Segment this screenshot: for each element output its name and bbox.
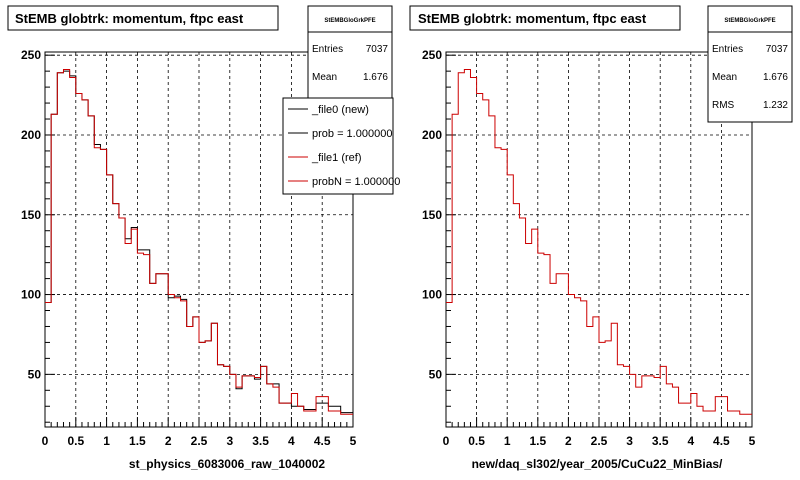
stats-label: Entries [312, 44, 343, 55]
histogram-series-line [446, 69, 752, 415]
axes [445, 54, 753, 427]
legend: _file0 (new) prob = 1.000000 _file1 (ref… [282, 97, 400, 195]
legend-label: probN = 1.000000 [312, 176, 400, 188]
x-tick-label: 3 [226, 434, 233, 448]
stats-box: StEMBGloGrkPFE Entries 7037 Mean 1.676 R… [707, 5, 793, 123]
chart-panel-left: StEMB globtrk: momentum, ftpc east 50 10… [7, 5, 400, 471]
y-tick-labels: 50 100 150 200 250 [422, 48, 442, 381]
series-group [446, 69, 752, 415]
x-tick-label: 4 [288, 434, 295, 448]
stats-value: 1.232 [763, 100, 788, 111]
x-tick-label: 5 [350, 434, 357, 448]
x-tick-label: 1 [103, 434, 110, 448]
x-tick-label: 4.5 [713, 434, 730, 448]
chart-title: StEMB globtrk: momentum, ftpc east [15, 11, 244, 26]
x-tick-label: 0 [42, 434, 49, 448]
y-tick-label: 100 [422, 288, 442, 302]
stats-label: Entries [712, 44, 743, 55]
x-tick-label: 2.5 [191, 434, 208, 448]
y-tick-label: 100 [21, 288, 41, 302]
chart-panel-right: StEMB globtrk: momentum, ftpc east 50 10… [409, 5, 793, 471]
stats-value: 7037 [366, 44, 389, 55]
x-tick-label: 3 [626, 434, 633, 448]
y-tick-label: 200 [21, 128, 41, 142]
stats-header: StEMBGloGrkPFE [724, 18, 775, 24]
x-tick-label: 1.5 [529, 434, 546, 448]
y-tick-labels: 50 100 150 200 250 [21, 48, 41, 381]
y-tick-label: 250 [21, 48, 41, 62]
x-tick-label: 2.5 [591, 434, 608, 448]
x-tick-label: 0 [443, 434, 450, 448]
histogram-series-line [45, 69, 353, 415]
series-group [45, 69, 353, 415]
x-tick-labels: 0 0.5 1 1.5 2 2.5 3 3.5 4 4.5 5 [443, 434, 756, 448]
y-tick-label: 150 [422, 208, 442, 222]
stats-label: RMS [712, 100, 735, 111]
legend-label: _file1 (ref) [311, 152, 362, 164]
y-tick-label: 150 [21, 208, 41, 222]
stats-label: Mean [312, 72, 337, 83]
x-axis-label: st_physics_6083006_raw_1040002 [129, 457, 325, 471]
x-tick-label: 2 [165, 434, 172, 448]
x-tick-label: 3.5 [652, 434, 669, 448]
stats-header: StEMBGloGrkPFE [324, 18, 375, 24]
x-tick-label: 4 [687, 434, 694, 448]
x-tick-label: 1 [504, 434, 511, 448]
x-tick-labels: 0 0.5 1 1.5 2 2.5 3 3.5 4 4.5 5 [42, 434, 357, 448]
chart-title: StEMB globtrk: momentum, ftpc east [418, 11, 647, 26]
legend-label: _file0 (new) [311, 104, 369, 116]
x-tick-label: 4.5 [314, 434, 331, 448]
stats-value: 1.676 [363, 72, 388, 83]
stats-label: Mean [712, 72, 737, 83]
x-tick-label: 5 [749, 434, 756, 448]
title-box [7, 5, 279, 31]
y-tick-label: 200 [422, 128, 442, 142]
legend-label: prob = 1.000000 [312, 128, 392, 140]
x-tick-label: 1.5 [129, 434, 146, 448]
x-tick-label: 3.5 [252, 434, 269, 448]
y-tick-label: 50 [28, 367, 42, 381]
y-tick-label: 250 [422, 48, 442, 62]
stats-value: 7037 [766, 44, 789, 55]
axes [44, 54, 354, 427]
x-axis-label: new/daq_sl302/year_2005/CuCu22_MinBias/ [472, 457, 723, 471]
y-tick-label: 50 [429, 367, 443, 381]
x-tick-label: 0.5 [67, 434, 84, 448]
title-box [409, 5, 681, 31]
x-tick-label: 2 [565, 434, 572, 448]
stats-value: 1.676 [763, 72, 788, 83]
x-tick-label: 0.5 [468, 434, 485, 448]
